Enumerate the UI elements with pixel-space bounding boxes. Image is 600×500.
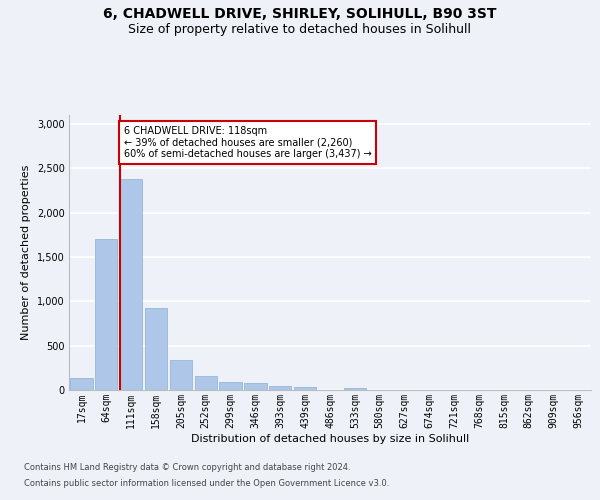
Bar <box>220 382 242 390</box>
Y-axis label: Number of detached properties: Number of detached properties <box>22 165 31 340</box>
Bar <box>145 308 167 390</box>
Text: Contains HM Land Registry data © Crown copyright and database right 2024.: Contains HM Land Registry data © Crown c… <box>24 464 350 472</box>
Text: 6 CHADWELL DRIVE: 118sqm
← 39% of detached houses are smaller (2,260)
60% of sem: 6 CHADWELL DRIVE: 118sqm ← 39% of detach… <box>124 126 371 159</box>
X-axis label: Distribution of detached houses by size in Solihull: Distribution of detached houses by size … <box>191 434 469 444</box>
Bar <box>120 179 142 390</box>
Text: Size of property relative to detached houses in Solihull: Size of property relative to detached ho… <box>128 22 472 36</box>
Text: 6, CHADWELL DRIVE, SHIRLEY, SOLIHULL, B90 3ST: 6, CHADWELL DRIVE, SHIRLEY, SOLIHULL, B9… <box>103 8 497 22</box>
Bar <box>344 388 366 390</box>
Bar <box>244 384 266 390</box>
Bar <box>194 376 217 390</box>
Bar <box>294 388 316 390</box>
Bar <box>170 360 192 390</box>
Bar <box>95 239 118 390</box>
Bar <box>70 378 92 390</box>
Bar <box>269 386 292 390</box>
Text: Contains public sector information licensed under the Open Government Licence v3: Contains public sector information licen… <box>24 478 389 488</box>
